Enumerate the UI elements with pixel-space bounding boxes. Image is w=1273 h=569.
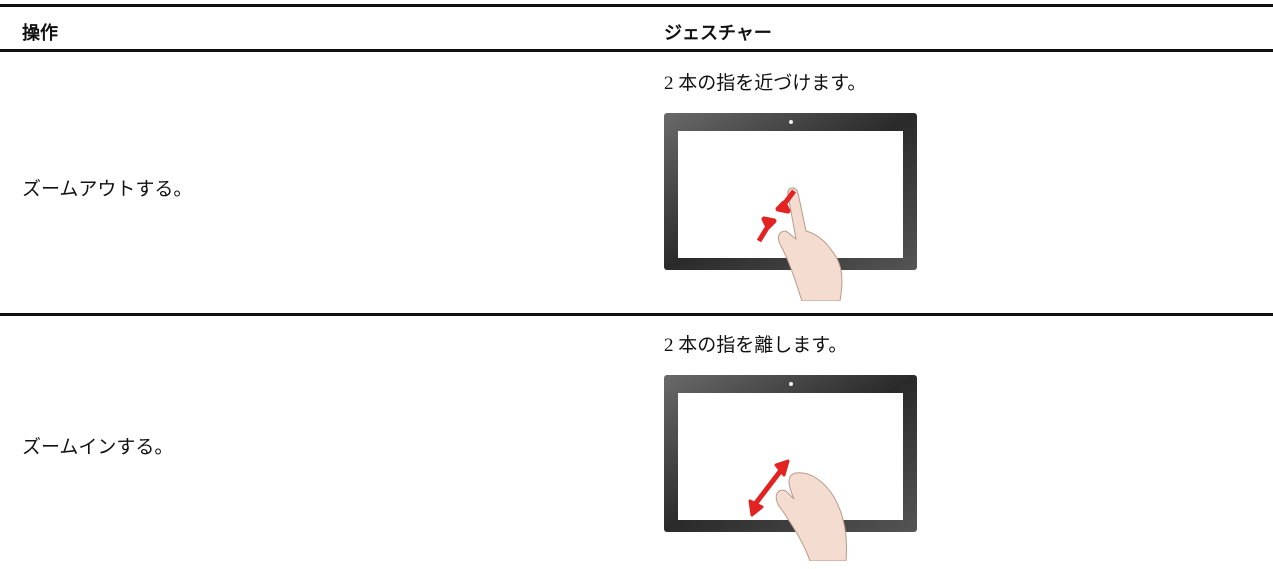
- zoom-in-illustration: [664, 375, 917, 561]
- top-rule: [0, 4, 1273, 7]
- zoom-out-illustration: [664, 113, 917, 301]
- header-rule: [0, 49, 1273, 52]
- action-text: ズームアウトする。: [22, 179, 193, 200]
- action-text: ズームインする。: [22, 437, 174, 458]
- header-cell: 操作: [22, 23, 58, 44]
- row-rule: [0, 313, 1273, 316]
- gesture-text: 2 本の指を離します。: [664, 335, 848, 356]
- gesture-text: 2 本の指を近づけます。: [664, 73, 867, 94]
- header-cell: ジェスチャー: [664, 23, 772, 44]
